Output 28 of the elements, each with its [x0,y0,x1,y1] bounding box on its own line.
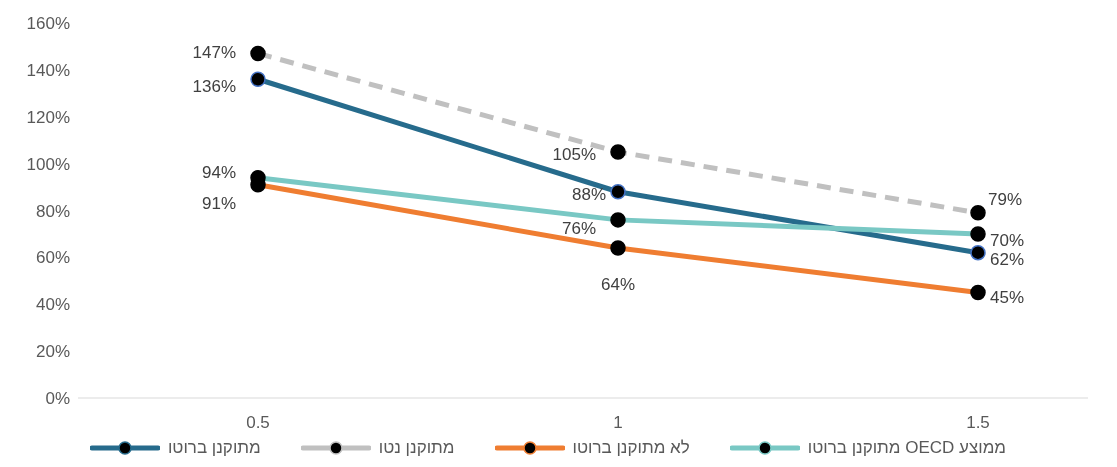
data-label: 91% [201,194,236,214]
y-tick-label: 120% [26,107,70,127]
y-tick-label: 100% [26,154,70,174]
legend-label: ממוצע OECD מתוקנן ברוטו [807,438,1007,458]
data-label: 76% [561,219,596,239]
y-tick-label: 140% [26,60,70,80]
x-tick-label: 1 [613,413,623,433]
y-tick-label: 40% [35,295,70,315]
data-label: 147% [192,42,236,62]
data-label: 88% [571,185,606,205]
y-tick-label: 160% [26,14,70,34]
y-tick-label: 0% [45,389,70,409]
data-label: 94% [201,163,236,183]
data-label: 62% [990,250,1025,270]
data-label: 105% [552,145,596,165]
x-tick-label: 0.5 [246,413,270,433]
data-label: 64% [600,275,636,295]
legend-label: לא מתוקנן ברוטו [572,438,690,458]
legend-label: מתוקנן ברוטו [167,438,261,458]
data-label: 79% [988,190,1023,210]
data-label: 45% [990,288,1025,308]
x-tick-label: 1.5 [966,413,990,433]
data-label: 136% [192,76,236,96]
y-tick-label: 60% [35,248,70,268]
y-tick-label: 20% [35,342,70,362]
y-tick-label: 80% [35,201,70,221]
legend-label: מתוקנן נטו [378,438,455,458]
data-label: 70% [990,231,1025,251]
